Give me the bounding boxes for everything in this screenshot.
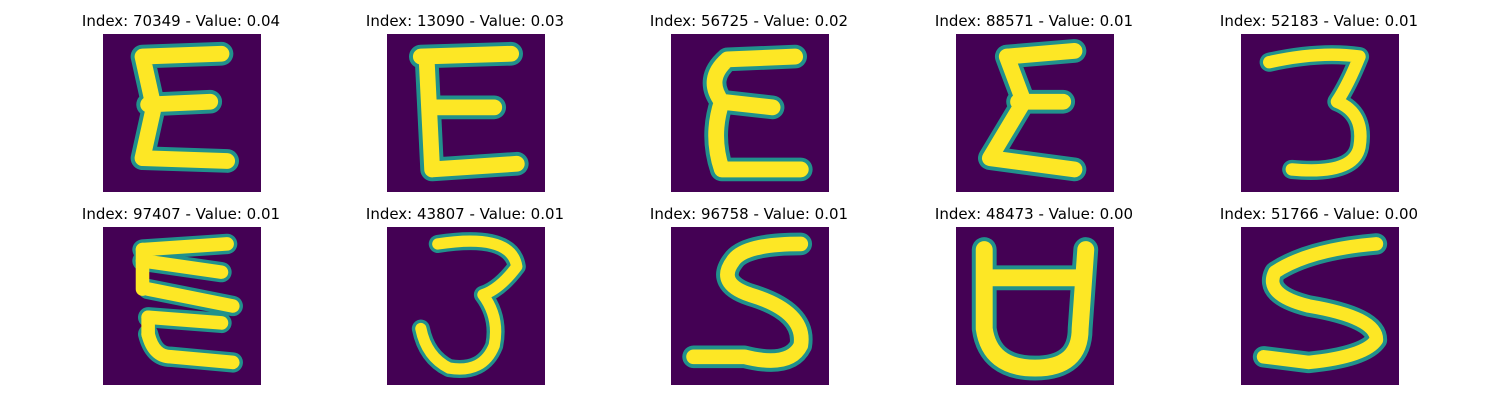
- glyph-image: [103, 227, 261, 385]
- panel-title: Index: 88571 - Value: 0.01: [934, 12, 1134, 30]
- glyph-3-1: [1259, 45, 1370, 180]
- glyph-image: [956, 34, 1114, 192]
- panel-3: Index: 56725 - Value: 0.02: [629, 12, 869, 202]
- panel-2: Index: 13090 - Value: 0.03: [345, 12, 585, 202]
- panel-title: Index: 43807 - Value: 0.01: [365, 205, 565, 223]
- panel-title: Index: 97407 - Value: 0.01: [81, 205, 281, 223]
- glyph-image: [387, 227, 545, 385]
- panel-title: Index: 70349 - Value: 0.04: [81, 12, 281, 30]
- glyph-image: [956, 227, 1114, 385]
- panel-7: Index: 43807 - Value: 0.01: [345, 205, 585, 395]
- panel-10: Index: 51766 - Value: 0.00: [1199, 205, 1439, 395]
- panel-title: Index: 13090 - Value: 0.03: [365, 12, 565, 30]
- panel-title: Index: 51766 - Value: 0.00: [1219, 205, 1419, 223]
- glyph-image: [671, 227, 829, 385]
- glyph-e-3: [702, 44, 813, 182]
- glyph-e-1: [130, 41, 239, 173]
- panel-9: Index: 48473 - Value: 0.00: [914, 205, 1154, 395]
- glyph-image: [671, 34, 829, 192]
- glyph-s-2: [1252, 233, 1388, 374]
- glyph-image: [103, 34, 261, 192]
- glyph-e-4: [978, 39, 1087, 182]
- glyph-image: [1241, 227, 1399, 385]
- panel-6: Index: 97407 - Value: 0.01: [61, 205, 301, 395]
- panel-8: Index: 96758 - Value: 0.01: [629, 205, 869, 395]
- glyph-image: [1241, 34, 1399, 192]
- glyph-s-1: [682, 232, 813, 372]
- glyph-d-1: [971, 237, 1099, 381]
- panel-title: Index: 48473 - Value: 0.00: [934, 205, 1134, 223]
- glyph-e-5: [132, 233, 243, 373]
- panel-title: Index: 52183 - Value: 0.01: [1219, 12, 1419, 30]
- panel-1: Index: 70349 - Value: 0.04: [61, 12, 301, 202]
- panel-4: Index: 88571 - Value: 0.01: [914, 12, 1154, 202]
- panel-title: Index: 56725 - Value: 0.02: [649, 12, 849, 30]
- glyph-e-2: [409, 41, 529, 182]
- glyph-image: [387, 34, 545, 192]
- panel-title: Index: 96758 - Value: 0.01: [649, 205, 849, 223]
- panel-5: Index: 52183 - Value: 0.01: [1199, 12, 1439, 202]
- glyph-3-2: [411, 232, 526, 378]
